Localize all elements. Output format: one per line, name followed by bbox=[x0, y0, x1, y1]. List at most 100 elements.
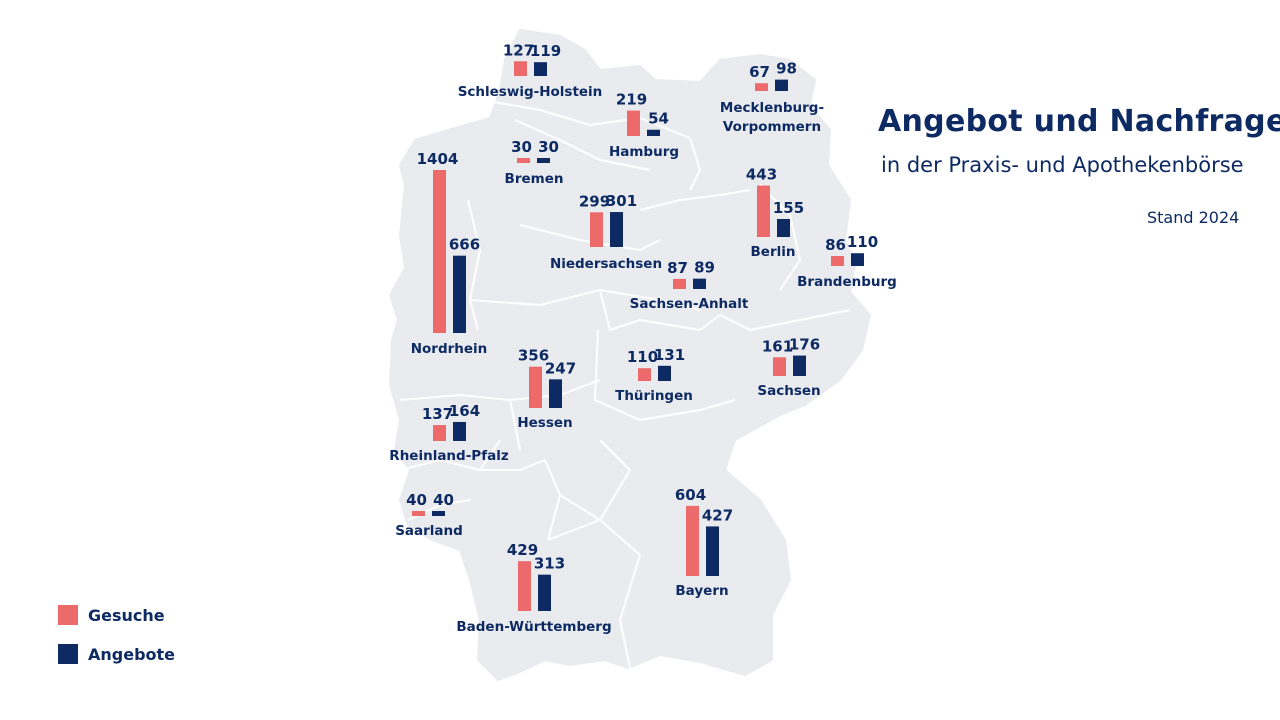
legend: Gesuche Angebote bbox=[58, 604, 175, 682]
bar-gesuche-nordrhein bbox=[433, 170, 446, 333]
bar-angebote-sachsen-anhalt bbox=[693, 278, 706, 289]
state-border-11 bbox=[399, 439, 501, 471]
value-label-angebote-brandenburg: 110 bbox=[847, 233, 878, 251]
bar-gesuche-hamburg bbox=[627, 110, 640, 136]
value-label-gesuche-saarland: 40 bbox=[406, 491, 427, 509]
state-border-0 bbox=[469, 97, 691, 139]
legend-item-gesuche: Gesuche bbox=[58, 604, 175, 626]
state-border-5 bbox=[599, 289, 721, 331]
bar-angebote-berlin bbox=[777, 219, 790, 237]
bar-angebote-baden-württemberg bbox=[538, 574, 551, 611]
value-label-angebote-bayern: 427 bbox=[702, 506, 733, 524]
state-label-sachsen-anhalt: Sachsen-Anhalt bbox=[630, 296, 749, 312]
state-label-brandenburg: Brandenburg bbox=[797, 274, 897, 290]
value-label-angebote-rheinland-pfalz: 164 bbox=[449, 402, 480, 420]
chart-title: Angebot und Nachfrage bbox=[878, 104, 1280, 139]
value-label-gesuche-baden-württemberg: 429 bbox=[507, 541, 538, 559]
legend-item-angebote: Angebote bbox=[58, 643, 175, 665]
value-label-angebote-sachsen: 176 bbox=[789, 336, 820, 354]
bar-angebote-hamburg bbox=[647, 129, 660, 136]
value-label-gesuche-sachsen: 161 bbox=[762, 337, 793, 355]
state-border-16 bbox=[759, 184, 801, 291]
germany-outline bbox=[388, 28, 872, 682]
bar-gesuche-saarland bbox=[412, 511, 425, 516]
state-label-nordrhein: Nordrhein bbox=[411, 341, 488, 357]
value-label-gesuche-mecklenburg-vorpommern: 67 bbox=[749, 63, 770, 81]
bar-angebote-thüringen bbox=[658, 365, 671, 381]
bar-gesuche-berlin bbox=[757, 185, 770, 237]
value-label-angebote-thüringen: 131 bbox=[654, 346, 685, 364]
state-label-bayern: Bayern bbox=[675, 583, 728, 599]
state-label-schleswig-holstein: Schleswig-Holstein bbox=[458, 84, 603, 100]
value-label-gesuche-hessen: 356 bbox=[518, 347, 549, 365]
value-label-gesuche-brandenburg: 86 bbox=[825, 236, 846, 254]
bar-angebote-hessen bbox=[549, 379, 562, 408]
bar-angebote-schleswig-holstein bbox=[534, 62, 547, 76]
bar-gesuche-bayern bbox=[686, 505, 699, 576]
bar-angebote-niedersachsen bbox=[610, 212, 623, 247]
state-label-hessen: Hessen bbox=[517, 415, 572, 431]
bar-angebote-bremen bbox=[537, 158, 550, 163]
value-label-angebote-berlin: 155 bbox=[773, 199, 804, 217]
state-label-saarland: Saarland bbox=[395, 523, 463, 539]
value-label-gesuche-hamburg: 219 bbox=[616, 91, 647, 109]
state-border-14 bbox=[547, 439, 631, 541]
state-border-2 bbox=[639, 189, 751, 211]
bar-gesuche-thüringen bbox=[638, 368, 651, 381]
state-border-8 bbox=[399, 394, 521, 451]
value-label-gesuche-schleswig-holstein: 127 bbox=[503, 41, 534, 59]
value-label-angebote-hamburg: 54 bbox=[648, 110, 669, 128]
bar-gesuche-hessen bbox=[529, 366, 542, 408]
bar-gesuche-bremen bbox=[517, 158, 530, 163]
stand-date: Stand 2024 bbox=[1147, 208, 1240, 227]
legend-swatch-angebote bbox=[58, 644, 78, 664]
state-label-baden-württemberg: Baden-Württemberg bbox=[456, 619, 611, 635]
legend-swatch-gesuche bbox=[58, 605, 78, 625]
bar-gesuche-schleswig-holstein bbox=[514, 61, 527, 76]
value-label-gesuche-berlin: 443 bbox=[746, 166, 777, 184]
state-label-bremen: Bremen bbox=[505, 171, 564, 187]
state-label-mecklenburg-vorpommern-line2: Vorpommern bbox=[723, 119, 821, 135]
state-border-7 bbox=[467, 199, 481, 331]
legend-label-angebote: Angebote bbox=[88, 644, 176, 664]
state-border-17 bbox=[514, 119, 651, 171]
value-label-gesuche-rheinland-pfalz: 137 bbox=[422, 405, 453, 423]
value-label-angebote-baden-württemberg: 313 bbox=[534, 555, 565, 573]
value-label-gesuche-nordrhein: 1404 bbox=[417, 150, 459, 168]
value-label-gesuche-bremen: 30 bbox=[511, 138, 532, 156]
value-label-angebote-nordrhein: 666 bbox=[449, 236, 480, 254]
value-label-angebote-hessen: 247 bbox=[545, 359, 576, 377]
value-label-angebote-mecklenburg-vorpommern: 98 bbox=[776, 60, 797, 78]
state-label-sachsen: Sachsen bbox=[757, 383, 820, 399]
state-label-thüringen: Thüringen bbox=[615, 388, 693, 404]
bar-angebote-nordrhein bbox=[453, 255, 466, 333]
bar-angebote-mecklenburg-vorpommern bbox=[775, 79, 788, 91]
bar-angebote-sachsen bbox=[793, 355, 806, 376]
bar-angebote-brandenburg bbox=[851, 253, 864, 266]
bar-angebote-bayern bbox=[706, 526, 719, 576]
state-label-berlin: Berlin bbox=[751, 244, 796, 260]
state-label-mecklenburg-vorpommern: Mecklenburg- bbox=[720, 100, 824, 116]
state-label-rheinland-pfalz: Rheinland-Pfalz bbox=[389, 448, 509, 464]
bar-angebote-saarland bbox=[432, 511, 445, 516]
value-label-angebote-saarland: 40 bbox=[433, 491, 454, 509]
value-label-gesuche-niedersachsen: 299 bbox=[579, 192, 610, 210]
value-label-gesuche-sachsen-anhalt: 87 bbox=[667, 259, 688, 277]
value-label-angebote-schleswig-holstein: 119 bbox=[530, 42, 561, 60]
chart-subtitle: in der Praxis- und Apothekenbörse bbox=[881, 153, 1244, 177]
value-label-angebote-sachsen-anhalt: 89 bbox=[694, 259, 715, 277]
bar-gesuche-brandenburg bbox=[831, 256, 844, 266]
legend-label-gesuche: Gesuche bbox=[88, 605, 165, 625]
state-border-10 bbox=[594, 329, 736, 421]
value-label-gesuche-bayern: 604 bbox=[675, 486, 706, 504]
bar-gesuche-sachsen-anhalt bbox=[673, 278, 686, 289]
state-border-15 bbox=[559, 494, 641, 669]
state-border-13 bbox=[480, 459, 561, 541]
state-border-6 bbox=[719, 309, 851, 331]
state-label-hamburg: Hamburg bbox=[609, 144, 679, 160]
bar-gesuche-rheinland-pfalz bbox=[433, 425, 446, 441]
value-label-angebote-bremen: 30 bbox=[538, 138, 559, 156]
bar-gesuche-baden-württemberg bbox=[518, 561, 531, 611]
value-label-angebote-niedersachsen: 301 bbox=[606, 192, 637, 210]
